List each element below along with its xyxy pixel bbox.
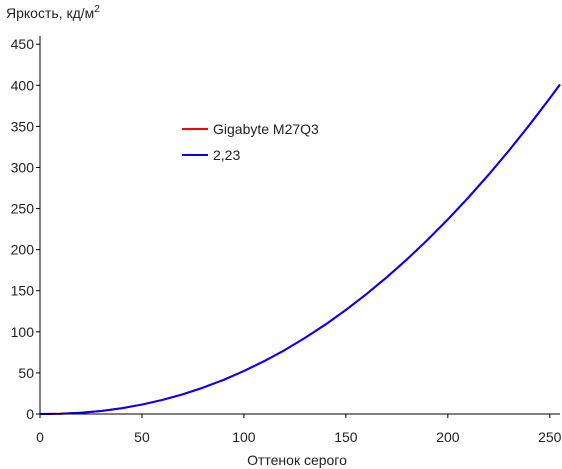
y-tick-label: 350 [11,118,35,134]
plot-lines [39,83,561,415]
y-axis-ticks: 0 50 100 150 200 250 300 350 400 450 [11,36,40,422]
y-axis-label-superscript: 2 [94,4,100,15]
x-tick-label: 250 [538,429,562,445]
y-tick-label: 100 [11,324,35,340]
x-axis-label: Оттенок серого [247,452,347,468]
x-tick-label: 100 [232,429,256,445]
y-tick-label: 0 [26,406,34,422]
legend-label-1: 2,23 [213,147,240,163]
y-tick-label: 400 [11,77,35,93]
y-tick-label: 300 [11,159,35,175]
y-tick-label: 250 [11,201,35,217]
y-tick-label: 50 [18,365,34,381]
series-line-1 [39,83,561,415]
x-tick-label: 150 [334,429,358,445]
y-tick-label: 200 [11,242,35,258]
legend: Gigabyte M27Q3 2,23 [182,121,319,163]
y-tick-label: 450 [11,36,35,52]
x-axis-ticks: 0 50 100 150 200 250 [36,414,562,445]
y-tick-label: 150 [11,283,35,299]
x-tick-label: 0 [36,429,44,445]
x-tick-label: 200 [436,429,460,445]
legend-label-0: Gigabyte M27Q3 [213,121,319,137]
x-tick-label: 50 [134,429,150,445]
y-axis-label: Яркость, кд/м2 [6,4,100,21]
